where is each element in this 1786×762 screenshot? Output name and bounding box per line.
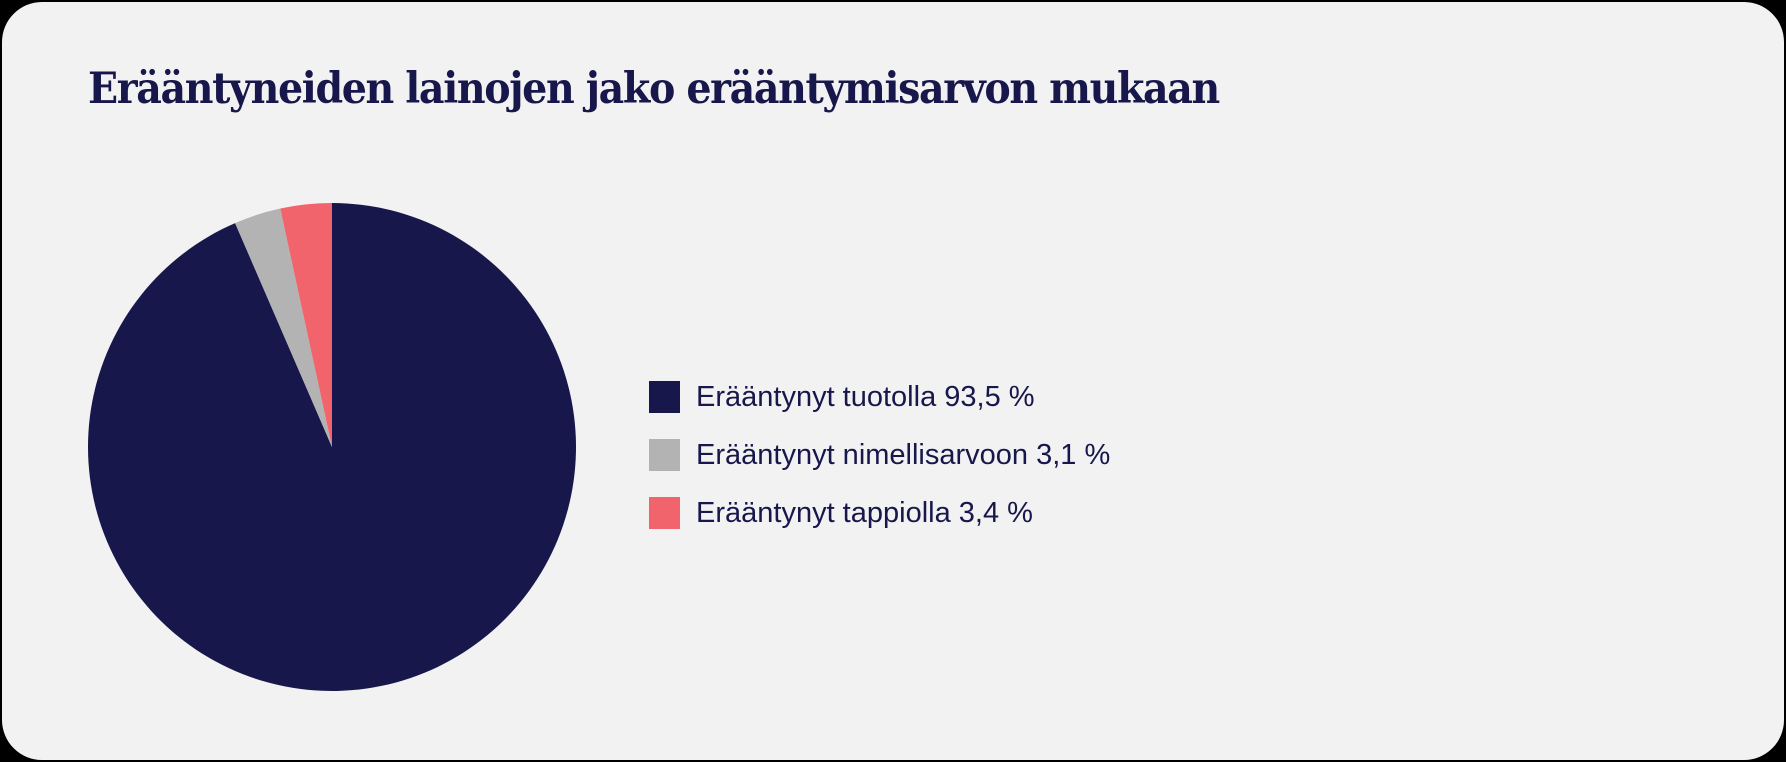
legend-swatch-red [649, 497, 680, 529]
legend-item-nimellisarvoon: Erääntynyt nimellisarvoon 3,1 % [649, 426, 1110, 484]
legend-item-tuotolla: Erääntynyt tuotolla 93,5 % [649, 368, 1110, 426]
legend-label: Erääntynyt tappiolla 3,4 % [696, 496, 1033, 529]
legend-label: Erääntynyt tuotolla 93,5 % [696, 380, 1035, 413]
legend: Erääntynyt tuotolla 93,5 % Erääntynyt ni… [649, 368, 1110, 542]
pie-slice-1 [87, 203, 576, 691]
legend-item-tappiolla: Erääntynyt tappiolla 3,4 % [649, 484, 1110, 542]
legend-swatch-navy [649, 381, 680, 413]
chart-title: Erääntyneiden lainojen jako erääntymisar… [88, 64, 1220, 114]
pie-chart [87, 203, 576, 691]
pie-slice-2 [235, 208, 332, 447]
pie-slice-3 [280, 203, 332, 447]
legend-swatch-gray [649, 439, 680, 471]
legend-label: Erääntynyt nimellisarvoon 3,1 % [696, 438, 1111, 471]
